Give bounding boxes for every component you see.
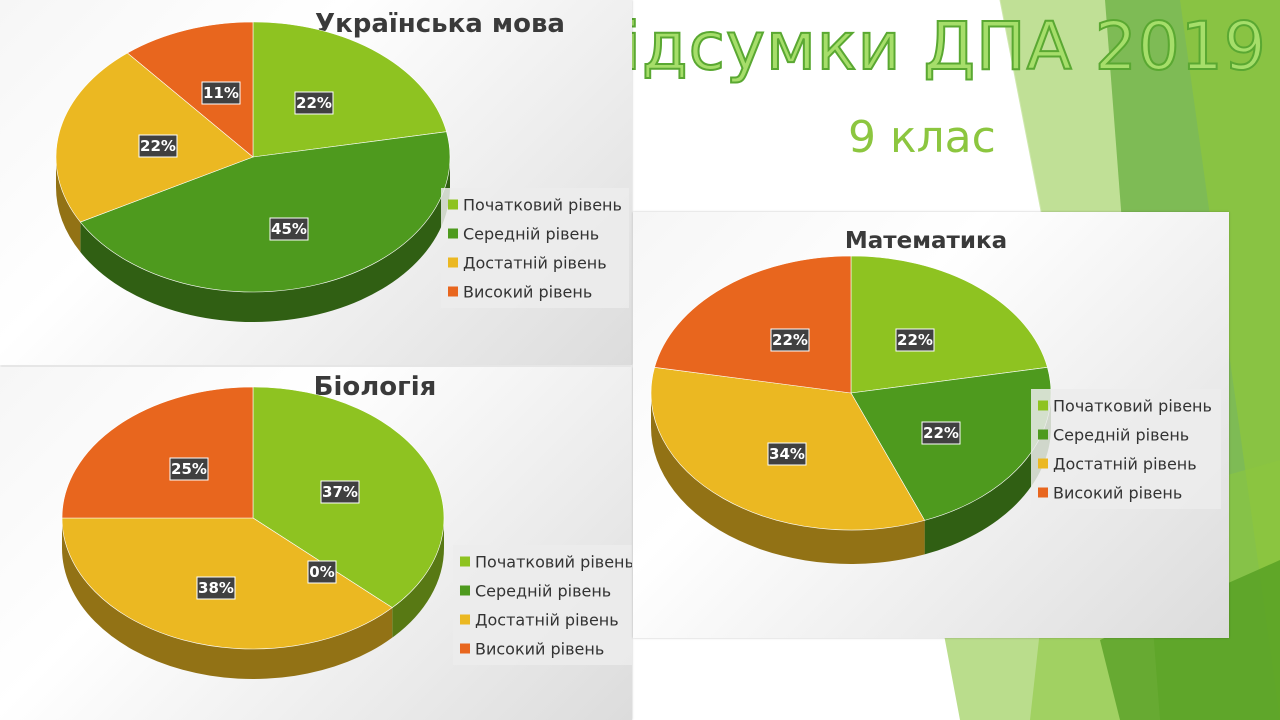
pie-slice bbox=[850, 255, 1048, 394]
data-label: 22% bbox=[138, 134, 178, 158]
legend-label: Достатній рівень bbox=[1053, 455, 1197, 474]
chart-biology: Біологія 37% 0% 38% 25% Початковий рівень Сере… bbox=[0, 367, 632, 720]
data-label: 0% bbox=[307, 560, 337, 584]
legend-swatch bbox=[460, 614, 470, 625]
legend-label: Достатній рівень bbox=[475, 611, 619, 630]
legend-item: Початковий рівень bbox=[448, 196, 622, 215]
data-label-text: 22% bbox=[296, 94, 332, 112]
legend-item: Достатній рівень bbox=[460, 611, 619, 630]
legend: Початковий рівень Середній рівень Достатні… bbox=[453, 545, 632, 665]
pie-chart-svg: Українська мова 22% 45% 22% 11% Початковий рі… bbox=[55, 9, 629, 322]
data-label: 22% bbox=[895, 328, 935, 352]
chart-title: Математика bbox=[845, 228, 1007, 254]
data-label: 22% bbox=[921, 421, 961, 445]
data-label: 25% bbox=[169, 457, 209, 481]
data-label-text: 22% bbox=[897, 331, 933, 349]
legend-swatch bbox=[460, 556, 470, 567]
chart-math: Математика 22% 22% 34% 22% Початковий рівень С… bbox=[633, 212, 1229, 638]
legend-swatch bbox=[448, 257, 458, 268]
legend-label: Початковий рівень bbox=[1053, 397, 1212, 416]
pie-slice bbox=[654, 255, 852, 394]
pie-chart-svg: Біологія 37% 0% 38% 25% Початковий рівень Сере… bbox=[61, 372, 632, 679]
legend-swatch bbox=[1038, 458, 1048, 469]
legend: Початковий рівень Середній рівень Достатні… bbox=[441, 188, 629, 308]
data-label: 45% bbox=[269, 217, 309, 241]
pie-slice-side bbox=[651, 393, 925, 564]
legend-item: Достатній рівень bbox=[1038, 455, 1197, 474]
legend-item: Початковий рівень bbox=[460, 553, 632, 572]
pie-slice-side bbox=[392, 518, 444, 638]
legend-label: Високий рівень bbox=[475, 640, 604, 659]
slide-title: Підсумки ДПА 2019 bbox=[571, 7, 1267, 86]
legend-item: Середній рівень bbox=[1038, 426, 1189, 445]
data-label: 22% bbox=[294, 91, 334, 115]
data-label-text: 22% bbox=[923, 424, 959, 442]
legend: Початковий рівень Середній рівень Достатні… bbox=[1031, 389, 1221, 509]
legend-swatch bbox=[1038, 429, 1048, 440]
chart-title: Біологія bbox=[314, 372, 437, 402]
legend-item: Початковий рівень bbox=[1038, 397, 1212, 416]
legend-swatch bbox=[448, 228, 458, 239]
legend-label: Високий рівень bbox=[463, 283, 592, 302]
legend-swatch bbox=[1038, 487, 1048, 498]
data-label-text: 37% bbox=[322, 483, 358, 501]
data-label-text: 22% bbox=[140, 137, 176, 155]
legend-item: Достатній рівень bbox=[448, 254, 607, 273]
legend-item: Середній рівень bbox=[460, 582, 611, 601]
data-label: 34% bbox=[767, 442, 807, 466]
pie-slice bbox=[126, 21, 254, 158]
chart-title: Українська мова bbox=[315, 9, 565, 39]
pie-slice-side bbox=[62, 518, 393, 679]
legend-label: Початковий рівень bbox=[475, 553, 632, 572]
slide-subtitle: 9 клас bbox=[848, 112, 996, 163]
data-label-text: 11% bbox=[203, 84, 239, 102]
legend-swatch bbox=[448, 199, 458, 210]
chart-ukrainian: Українська мова 22% 45% 22% 11% Початковий рі… bbox=[0, 0, 632, 365]
legend-label: Середній рівень bbox=[463, 225, 599, 244]
legend-swatch bbox=[1038, 400, 1048, 411]
pie-slice bbox=[79, 131, 451, 293]
data-label: 11% bbox=[201, 81, 241, 105]
legend-swatch bbox=[460, 585, 470, 596]
pie-slice-side bbox=[56, 157, 81, 253]
data-label-text: 34% bbox=[769, 445, 805, 463]
legend-item: Високий рівень bbox=[1038, 484, 1182, 503]
legend-label: Достатній рівень bbox=[463, 254, 607, 273]
data-label-text: 25% bbox=[171, 460, 207, 478]
legend-item: Середній рівень bbox=[448, 225, 599, 244]
data-label-text: 22% bbox=[772, 331, 808, 349]
legend-item: Високий рівень bbox=[460, 640, 604, 659]
data-label: 38% bbox=[196, 576, 236, 600]
legend-label: Високий рівень bbox=[1053, 484, 1182, 503]
legend-label: Початковий рівень bbox=[463, 196, 622, 215]
legend-swatch bbox=[448, 286, 458, 297]
legend-label: Середній рівень bbox=[475, 582, 611, 601]
pie-slice-side bbox=[924, 393, 1051, 555]
legend-swatch bbox=[460, 643, 470, 654]
data-label: 37% bbox=[320, 480, 360, 504]
pie-slice bbox=[61, 386, 254, 519]
pie-slice-side bbox=[80, 157, 450, 322]
pie-slice bbox=[252, 21, 447, 158]
legend-item: Високий рівень bbox=[448, 283, 592, 302]
data-label-text: 38% bbox=[198, 579, 234, 597]
data-label: 22% bbox=[770, 328, 810, 352]
pie-chart-svg: Математика 22% 22% 34% 22% Початковий рівень С… bbox=[650, 228, 1221, 564]
legend-label: Середній рівень bbox=[1053, 426, 1189, 445]
data-label-text: 0% bbox=[309, 563, 334, 581]
data-label-text: 45% bbox=[271, 220, 307, 238]
